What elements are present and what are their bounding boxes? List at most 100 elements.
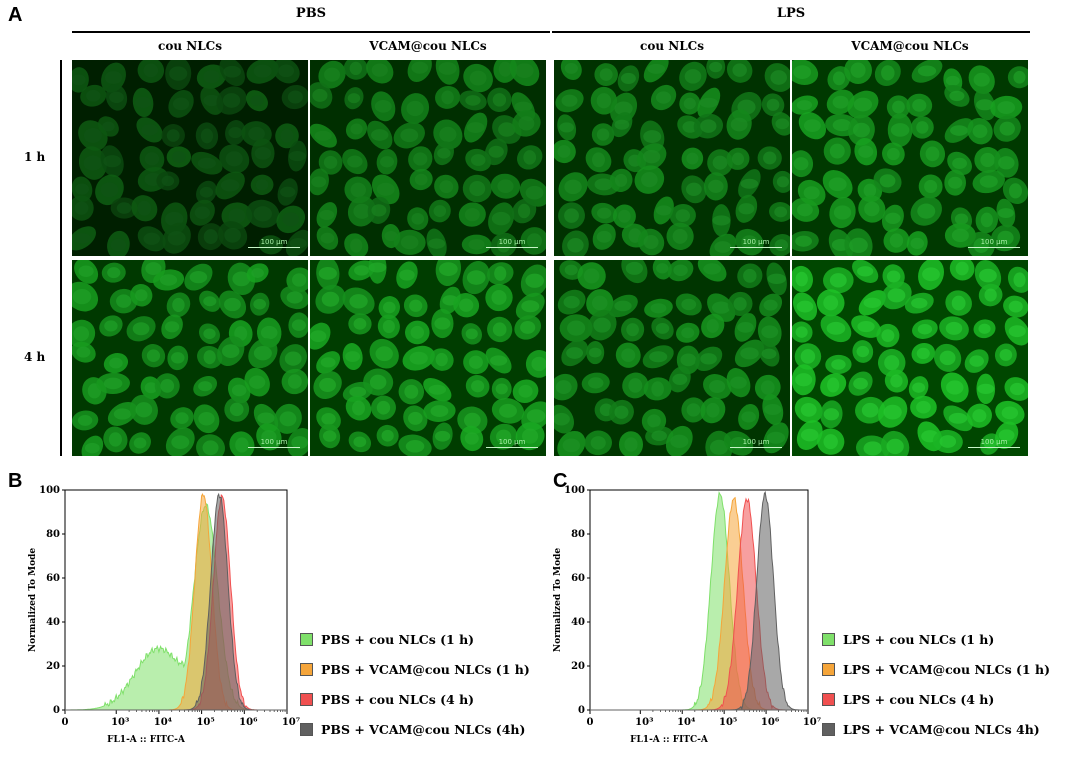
scale-bar-label: 100 μm: [742, 238, 770, 246]
scale-bar-line: [968, 247, 1020, 248]
x-tick-label: 10³: [111, 717, 129, 728]
legend-item: LPS + cou NLCs (1 h): [822, 632, 994, 647]
legend-item: PBS + VCAM@cou NLCs (1 h): [300, 662, 530, 677]
scale-bar: 100 μm: [486, 238, 538, 248]
x-tick-label: 10⁷: [803, 717, 821, 728]
scale-bar-label: 100 μm: [498, 238, 526, 246]
micrograph-image: 100 μm: [72, 60, 308, 256]
group-underline-pbs: [72, 31, 550, 33]
legend-swatch: [822, 723, 835, 736]
y-tick-label: 0: [578, 705, 585, 716]
legend-item: PBS + cou NLCs (4 h): [300, 692, 474, 707]
legend-item: PBS + VCAM@cou NLCs (4h): [300, 722, 525, 737]
panel-a-letter: A: [8, 4, 23, 26]
column-title: VCAM@cou NLCs: [369, 39, 487, 53]
legend-c: LPS + cou NLCs (1 h) LPS + VCAM@cou NLCs …: [822, 632, 1062, 752]
legend-swatch: [300, 693, 313, 706]
scale-bar-line: [248, 447, 300, 448]
column-title: cou NLCs: [158, 39, 222, 53]
x-tick-label: 10⁷: [282, 717, 300, 728]
y-tick-label: 60: [571, 573, 585, 584]
micrograph-image: 100 μm: [310, 60, 546, 256]
x-tick-label: 10⁶: [239, 717, 258, 728]
legend-label: LPS + cou NLCs (4 h): [843, 692, 995, 707]
scale-bar: 100 μm: [968, 438, 1020, 448]
legend-item: PBS + cou NLCs (1 h): [300, 632, 474, 647]
y-axis-label: Normalized To Mode: [28, 548, 38, 652]
y-tick-label: 0: [53, 705, 60, 716]
micrograph-image: 100 μm: [72, 260, 308, 456]
legend-label: LPS + VCAM@cou NLCs (1 h): [843, 662, 1050, 677]
scale-bar-line: [730, 447, 782, 448]
legend-swatch: [300, 633, 313, 646]
row-bracket-line: [60, 60, 62, 456]
y-axis-label: Normalized To Mode: [553, 548, 563, 652]
micrograph-image: 100 μm: [554, 60, 790, 256]
x-tick-label: 0: [62, 717, 69, 728]
column-title: VCAM@cou NLCs: [851, 39, 969, 53]
scale-bar-line: [968, 447, 1020, 448]
scale-bar-line: [730, 247, 782, 248]
legend-swatch: [300, 723, 313, 736]
x-tick-label: 10⁵: [719, 717, 737, 728]
legend-label: LPS + VCAM@cou NLCs 4h): [843, 722, 1040, 737]
legend-item: LPS + VCAM@cou NLCs 4h): [822, 722, 1040, 737]
scale-bar-label: 100 μm: [260, 438, 288, 446]
scale-bar: 100 μm: [248, 238, 300, 248]
column-title: cou NLCs: [640, 39, 704, 53]
micrograph-image: 100 μm: [554, 260, 790, 456]
group-underline-lps: [552, 31, 1030, 33]
legend-swatch: [822, 633, 835, 646]
y-tick-label: 100: [39, 485, 60, 496]
histogram-series: [65, 492, 287, 711]
legend-swatch: [300, 663, 313, 676]
y-tick-label: 20: [571, 661, 585, 672]
x-tick-label: 10⁶: [761, 717, 780, 728]
row-title-4h: 4 h: [24, 350, 46, 364]
y-tick-label: 40: [571, 617, 585, 628]
y-tick-label: 20: [46, 661, 60, 672]
scale-bar-label: 100 μm: [980, 438, 1008, 446]
y-tick-label: 80: [571, 529, 585, 540]
row-title-1h: 1 h: [24, 150, 46, 164]
scale-bar-line: [248, 247, 300, 248]
scale-bar: 100 μm: [730, 438, 782, 448]
scale-bar: 100 μm: [248, 438, 300, 448]
x-tick-label: 10⁵: [196, 717, 214, 728]
legend-item: LPS + VCAM@cou NLCs (1 h): [822, 662, 1050, 677]
y-tick-label: 80: [46, 529, 60, 540]
scale-bar-label: 100 μm: [498, 438, 526, 446]
legend-label: PBS + cou NLCs (4 h): [321, 692, 475, 707]
scale-bar: 100 μm: [968, 238, 1020, 248]
x-axis-label: FL1-A :: FITC-A: [107, 735, 186, 745]
micrograph-image: 100 μm: [792, 260, 1028, 456]
y-tick-label: 40: [46, 617, 60, 628]
scale-bar-line: [486, 447, 538, 448]
x-tick-label: 0: [587, 717, 594, 728]
group-title-pbs: PBS: [295, 6, 327, 21]
x-axis-label: FL1-A :: FITC-A: [630, 735, 709, 745]
legend-swatch: [822, 693, 835, 706]
scale-bar-label: 100 μm: [980, 238, 1008, 246]
y-tick-label: 60: [46, 573, 60, 584]
group-title-lps: LPS: [776, 6, 806, 21]
legend-item: LPS + cou NLCs (4 h): [822, 692, 994, 707]
y-tick-label: 100: [564, 485, 585, 496]
legend-label: PBS + VCAM@cou NLCs (1 h): [321, 662, 530, 677]
scale-bar: 100 μm: [486, 438, 538, 448]
legend-label: PBS + cou NLCs (1 h): [321, 632, 475, 647]
micrograph-image: 100 μm: [792, 60, 1028, 256]
scale-bar-line: [486, 247, 538, 248]
x-tick-label: 10⁴: [677, 717, 696, 728]
legend-label: LPS + cou NLCs (1 h): [843, 632, 995, 647]
panel-b-letter: B: [8, 470, 23, 492]
micrograph-image: 100 μm: [310, 260, 546, 456]
scale-bar: 100 μm: [730, 238, 782, 248]
x-tick-label: 10⁴: [154, 717, 173, 728]
histogram-series: [590, 490, 808, 711]
histogram-series: [65, 502, 287, 711]
scale-bar-label: 100 μm: [742, 438, 770, 446]
legend-swatch: [822, 663, 835, 676]
